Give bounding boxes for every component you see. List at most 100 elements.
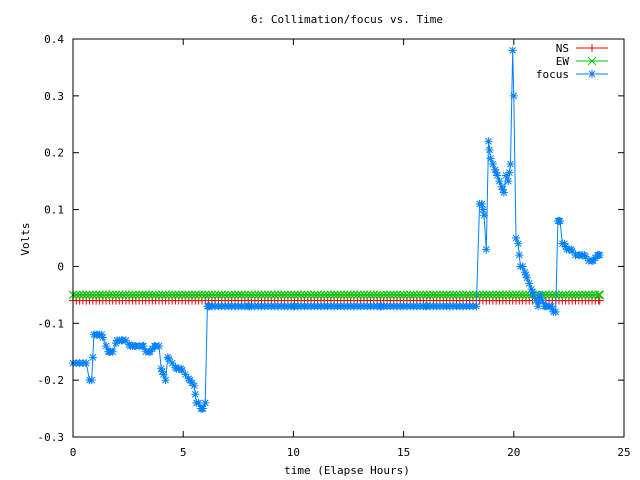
data-point-EW bbox=[217, 290, 227, 300]
y-tick-label: -0.2 bbox=[38, 374, 65, 387]
data-point-EW bbox=[425, 290, 435, 300]
data-point-focus bbox=[508, 46, 517, 55]
data-point-EW bbox=[386, 290, 395, 300]
data-point-EW bbox=[270, 290, 280, 300]
data-point-focus bbox=[504, 177, 513, 186]
data-point-EW bbox=[224, 290, 233, 300]
data-point-EW bbox=[263, 290, 273, 300]
data-point-EW bbox=[204, 290, 213, 300]
data-point-focus bbox=[551, 307, 560, 316]
data-point-EW bbox=[141, 290, 151, 300]
x-tick-label: 15 bbox=[397, 446, 410, 459]
data-point-focus bbox=[485, 145, 494, 154]
data-point-EW bbox=[200, 290, 210, 300]
data-point-EW bbox=[548, 290, 557, 300]
data-point-EW bbox=[468, 290, 478, 300]
data-point-focus bbox=[161, 376, 170, 385]
data-point-focus bbox=[168, 359, 177, 368]
data-point-EW bbox=[595, 290, 605, 300]
data-point-focus bbox=[581, 252, 590, 261]
y-tick-label: -0.1 bbox=[38, 317, 65, 330]
data-point-EW bbox=[352, 290, 362, 300]
data-point-EW bbox=[574, 290, 584, 300]
data-point-EW bbox=[587, 290, 597, 300]
legend-marker-focus bbox=[588, 70, 596, 78]
data-point-EW bbox=[462, 290, 471, 300]
data-point-focus bbox=[121, 336, 130, 345]
legend-marker-EW bbox=[587, 56, 597, 66]
data-point-EW bbox=[118, 290, 127, 300]
x-tick-label: 0 bbox=[70, 446, 77, 459]
x-tick-label: 20 bbox=[507, 446, 520, 459]
data-point-focus bbox=[482, 245, 491, 254]
data-point-EW bbox=[581, 290, 590, 300]
data-point-EW bbox=[501, 290, 511, 300]
data-point-EW bbox=[329, 290, 339, 300]
data-point-focus bbox=[505, 168, 514, 177]
data-point-focus bbox=[98, 333, 107, 342]
data-point-EW bbox=[577, 290, 587, 300]
data-point-EW bbox=[571, 290, 580, 300]
data-point-EW bbox=[138, 290, 147, 300]
y-tick-label: 0.4 bbox=[44, 33, 64, 46]
data-point-EW bbox=[465, 290, 475, 300]
data-point-EW bbox=[422, 290, 432, 300]
data-point-focus bbox=[595, 251, 604, 260]
data-point-EW bbox=[356, 290, 365, 300]
x-tick-label: 10 bbox=[287, 446, 300, 459]
y-tick-label: 0 bbox=[57, 260, 64, 273]
data-point-EW bbox=[98, 290, 108, 300]
legend-label-NS: NS bbox=[556, 42, 569, 55]
legend-marker-NS bbox=[588, 44, 596, 52]
data-point-EW bbox=[376, 290, 385, 300]
data-point-EW bbox=[448, 290, 458, 300]
data-point-EW bbox=[151, 290, 161, 300]
data-point-focus bbox=[178, 366, 187, 375]
data-point-EW bbox=[161, 290, 170, 300]
series-line-focus bbox=[73, 50, 600, 410]
data-point-EW bbox=[405, 290, 415, 300]
data-point-EW bbox=[584, 290, 594, 300]
data-point-EW bbox=[276, 290, 286, 300]
data-point-EW bbox=[409, 290, 418, 300]
x-axis-label: time (Elapse Hours) bbox=[284, 464, 410, 477]
data-point-focus bbox=[82, 359, 91, 368]
data-point-EW bbox=[101, 290, 111, 300]
data-point-EW bbox=[488, 290, 498, 300]
data-point-EW bbox=[544, 290, 554, 300]
data-point-EW bbox=[280, 290, 289, 300]
data-point-EW bbox=[432, 290, 442, 300]
data-point-EW bbox=[561, 290, 570, 300]
data-point-EW bbox=[147, 290, 157, 300]
data-point-EW bbox=[111, 290, 121, 300]
data-point-EW bbox=[326, 290, 336, 300]
data-point-EW bbox=[243, 290, 253, 300]
data-point-EW bbox=[514, 290, 524, 300]
data-point-EW bbox=[78, 290, 88, 300]
data-point-EW bbox=[594, 290, 604, 300]
data-point-EW bbox=[260, 290, 270, 300]
data-point-EW bbox=[95, 290, 104, 300]
data-point-EW bbox=[233, 290, 243, 300]
data-point-EW bbox=[293, 290, 303, 300]
data-point-EW bbox=[511, 290, 521, 300]
data-point-EW bbox=[319, 290, 329, 300]
data-point-EW bbox=[435, 290, 445, 300]
data-point-EW bbox=[485, 290, 494, 300]
data-point-focus bbox=[164, 354, 173, 363]
data-point-focus bbox=[568, 246, 577, 255]
data-point-EW bbox=[567, 290, 577, 300]
data-point-EW bbox=[323, 290, 332, 300]
data-point-EW bbox=[257, 290, 266, 300]
series-focus bbox=[69, 46, 604, 413]
data-point-EW bbox=[267, 290, 276, 300]
data-point-EW bbox=[429, 290, 438, 300]
data-point-EW bbox=[131, 290, 141, 300]
data-point-EW bbox=[240, 290, 250, 300]
data-point-EW bbox=[359, 290, 369, 300]
data-point-focus bbox=[515, 251, 524, 260]
data-point-EW bbox=[210, 290, 220, 300]
data-point-EW bbox=[157, 290, 167, 300]
data-point-EW bbox=[174, 290, 184, 300]
